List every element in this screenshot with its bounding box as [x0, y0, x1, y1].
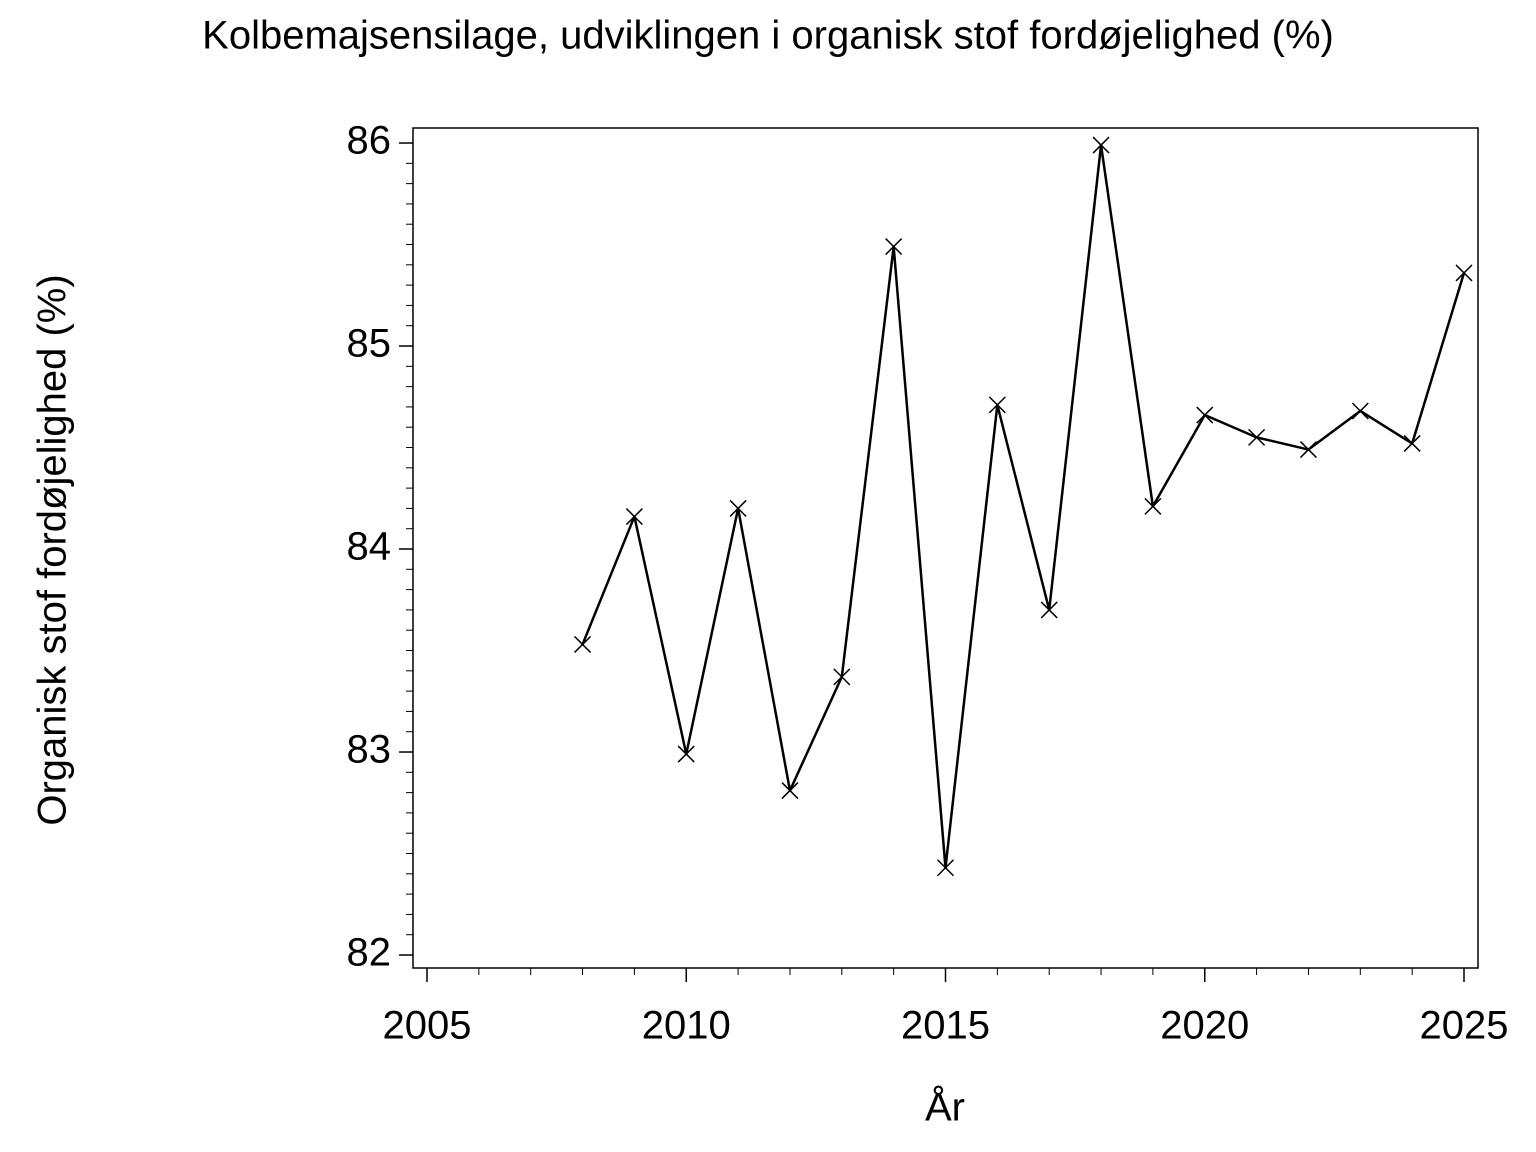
y-tick-label: 84	[347, 525, 392, 569]
data-marker	[729, 499, 747, 517]
x-tick-label: 2025	[1420, 1004, 1509, 1048]
data-marker	[1403, 434, 1421, 452]
y-tick-label: 83	[347, 728, 392, 772]
data-marker	[677, 745, 695, 763]
y-tick-label: 86	[347, 119, 392, 163]
x-tick-label: 2005	[383, 1004, 472, 1048]
x-axis-label: År	[925, 1085, 965, 1130]
data-marker	[936, 859, 955, 877]
y-axis-label: Organisk stof fordøjelighed (%)	[31, 274, 75, 825]
data-marker	[1092, 136, 1110, 154]
data-marker	[574, 635, 592, 653]
data-marker	[885, 238, 903, 256]
data-marker	[1040, 601, 1058, 619]
chart-title: Kolbemajsensilage, udviklingen i organis…	[202, 14, 1334, 58]
data-marker	[1248, 428, 1266, 446]
x-tick-label: 2010	[642, 1004, 731, 1048]
data-marker	[988, 396, 1006, 414]
plot-frame	[412, 127, 1479, 969]
data-marker	[625, 508, 643, 526]
x-tick-label: 2020	[1160, 1004, 1249, 1048]
data-line	[581, 143, 1466, 869]
y-tick-label: 82	[347, 931, 392, 975]
data-marker	[781, 782, 799, 800]
data-marker	[1144, 497, 1162, 515]
data-marker	[1455, 264, 1473, 282]
data-marker	[833, 668, 851, 686]
data-marker	[1351, 402, 1369, 420]
data-marker	[1196, 406, 1214, 424]
x-tick-label: 2015	[901, 1004, 990, 1048]
data-marker	[1299, 441, 1317, 459]
y-tick-label: 85	[347, 322, 392, 366]
